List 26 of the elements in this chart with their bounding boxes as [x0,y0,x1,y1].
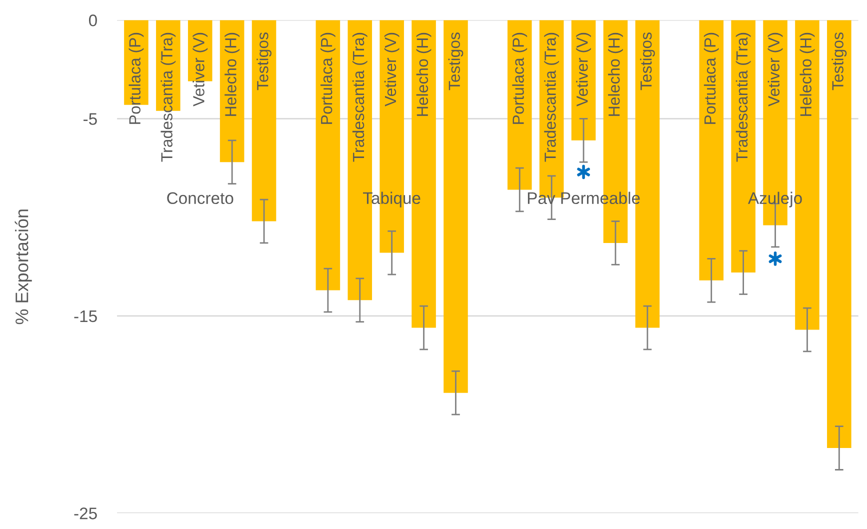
y-tick-label: -25 [74,508,97,520]
x-tick-label: Tradescantia (Tra) [352,32,368,162]
x-tick-label: Tradescantia (Tra) [160,32,176,162]
x-tick-label: Vetiver (V) [768,32,783,106]
x-tick-label: Testigos [640,32,655,90]
y-tick-label: -15 [74,310,97,322]
x-tick-label: Testigos [832,32,847,90]
x-tick-label: Testigos [448,32,464,90]
y-axis-title: % Exportación [14,210,32,324]
x-tick-label: Helecho (H) [224,32,240,116]
x-tick-label: Helecho (H) [800,32,815,116]
x-tick-label: Tradescantia (Tra) [736,32,751,162]
x-tick-label: Vetiver (V) [384,32,400,106]
y-tick-label: -5 [84,113,97,125]
annotation: Concreto [167,192,234,204]
x-tick-label: Vetiver (V) [576,32,591,106]
y-tick-label: 0 [88,14,97,26]
x-tick-label: Portulaca (P) [128,32,144,124]
x-tick-label: Portulaca (P) [512,32,528,124]
x-tick-label: Helecho (H) [608,32,623,116]
x-tick-label: Tradescantia (Tra) [544,32,560,162]
x-tick-label: Helecho (H) [416,32,432,116]
x-tick-label: Testigos [256,32,272,90]
x-tick-label: Portulaca (P) [320,32,336,124]
x-tick-label: Portulaca (P) [704,32,719,124]
x-tick-label: Vetiver (V) [192,32,208,106]
